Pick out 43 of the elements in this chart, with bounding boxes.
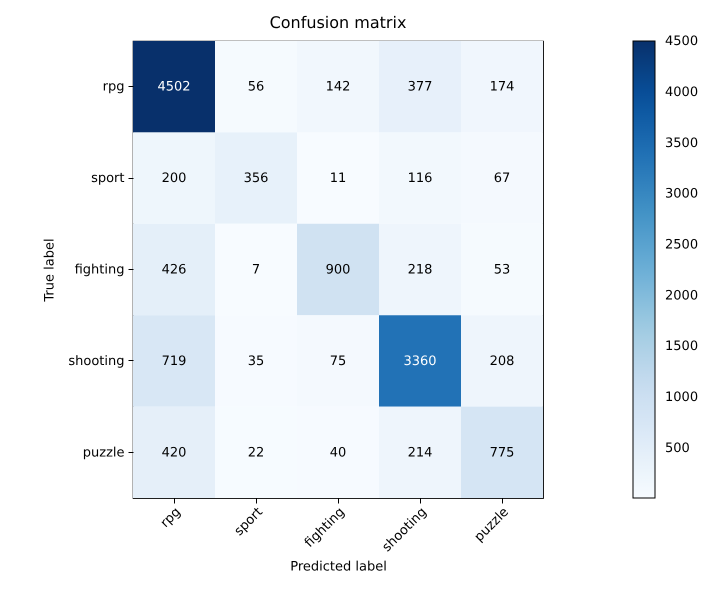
color-bar-label: 1000 (665, 390, 698, 406)
data-label: 218 (408, 262, 432, 278)
y-axis-title: True label (42, 238, 58, 303)
y-tick-label: fighting (74, 262, 124, 278)
data-label: 214 (408, 445, 432, 460)
x-axis-title: Predicted label (290, 559, 387, 574)
data-label: 420 (162, 445, 186, 460)
data-label: 719 (162, 354, 186, 369)
data-label: 7 (252, 262, 260, 278)
color-bar-label: 500 (665, 440, 690, 456)
data-label: 67 (494, 171, 510, 186)
data-label: 174 (490, 80, 514, 95)
data-label: 22 (248, 445, 264, 460)
color-bar-label: 3500 (665, 136, 698, 151)
data-label: 35 (248, 354, 264, 369)
color-bar-label: 4500 (665, 34, 698, 50)
data-label: 142 (326, 80, 350, 95)
data-label: 377 (408, 80, 432, 95)
x-tick-label: rpg (158, 504, 184, 531)
data-label: 3360 (403, 354, 437, 369)
color-bar-label: 2500 (665, 238, 698, 253)
data-label: 116 (408, 171, 432, 186)
data-label: 75 (330, 354, 346, 369)
data-label: 4502 (157, 80, 191, 95)
data-label: 426 (162, 262, 186, 278)
y-tick-label: rpg (102, 80, 124, 95)
data-label: 56 (248, 80, 264, 95)
color-bar-label: 3000 (665, 186, 698, 202)
y-tick-label: puzzle (82, 445, 124, 460)
color-bar-label: 2000 (665, 288, 698, 304)
color-bar-label: 4000 (665, 85, 698, 100)
data-label: 200 (162, 171, 186, 186)
data-label: 775 (490, 445, 514, 460)
data-label: 208 (490, 354, 514, 369)
data-label: 356 (244, 171, 268, 186)
data-label: 11 (330, 171, 346, 186)
color-bar-label: 1500 (665, 339, 698, 354)
chart-title: Confusion matrix (270, 13, 406, 32)
y-tick-label: shooting (68, 354, 124, 369)
y-tick-label: sport (91, 171, 124, 186)
data-label: 40 (330, 445, 346, 460)
data-label: 900 (326, 262, 350, 278)
data-label: 53 (494, 262, 510, 278)
